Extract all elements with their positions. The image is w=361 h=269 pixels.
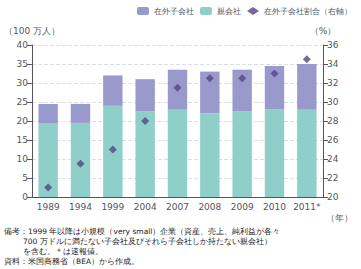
svg-text:34: 34 [327,59,339,69]
svg-text:0: 0 [22,192,28,202]
svg-text:10: 10 [17,154,29,164]
svg-text:36: 36 [327,40,339,50]
svg-text:26: 26 [327,135,339,145]
svg-text:15: 15 [17,135,28,145]
svg-text:30: 30 [17,78,29,88]
svg-text:700 万ドルに満たない子会社及びそれら子会社しか持たない親: 700 万ドルに満たない子会社及びそれら子会社しか持たない親会社） [4,237,272,246]
svg-text:1999: 1999 [101,202,124,212]
svg-text:2009: 2009 [231,202,254,212]
svg-text:2010: 2010 [263,202,286,212]
svg-text:（100 万人）: （100 万人） [4,26,60,36]
svg-text:20: 20 [327,192,339,202]
svg-text:1994: 1994 [69,202,92,212]
svg-text:2007: 2007 [166,202,189,212]
svg-text:28: 28 [327,116,339,126]
svg-text:在外子会社割合（右軸）: 在外子会社割合（右軸） [264,7,352,16]
svg-text:25: 25 [17,97,28,107]
svg-text:20: 20 [17,116,29,126]
svg-text:30: 30 [327,97,339,107]
svg-text:（年）: （年） [326,213,353,223]
svg-text:24: 24 [327,154,339,164]
svg-text:22: 22 [327,173,338,183]
svg-text:2008: 2008 [198,202,221,212]
svg-text:在外子会社: 在外子会社 [154,7,194,16]
svg-text:備考：1999 年以降は小規模（very small）企業（: 備考：1999 年以降は小規模（very small）企業（資産、売上、純利益が… [4,227,280,236]
svg-text:2004: 2004 [134,202,157,212]
svg-text:1989: 1989 [37,202,60,212]
svg-text:を含む。＊は速報値。: を含む。＊は速報値。 [4,247,103,256]
svg-text:35: 35 [17,59,28,69]
svg-text:2011*: 2011* [293,202,321,212]
svg-text:5: 5 [22,173,28,183]
svg-text:（%）: （%） [310,26,337,36]
svg-text:親会社: 親会社 [217,7,241,16]
svg-text:資料：米国商務省（BEA）から作成。: 資料：米国商務省（BEA）から作成。 [4,257,139,266]
svg-text:32: 32 [327,78,338,88]
svg-text:40: 40 [17,40,29,50]
